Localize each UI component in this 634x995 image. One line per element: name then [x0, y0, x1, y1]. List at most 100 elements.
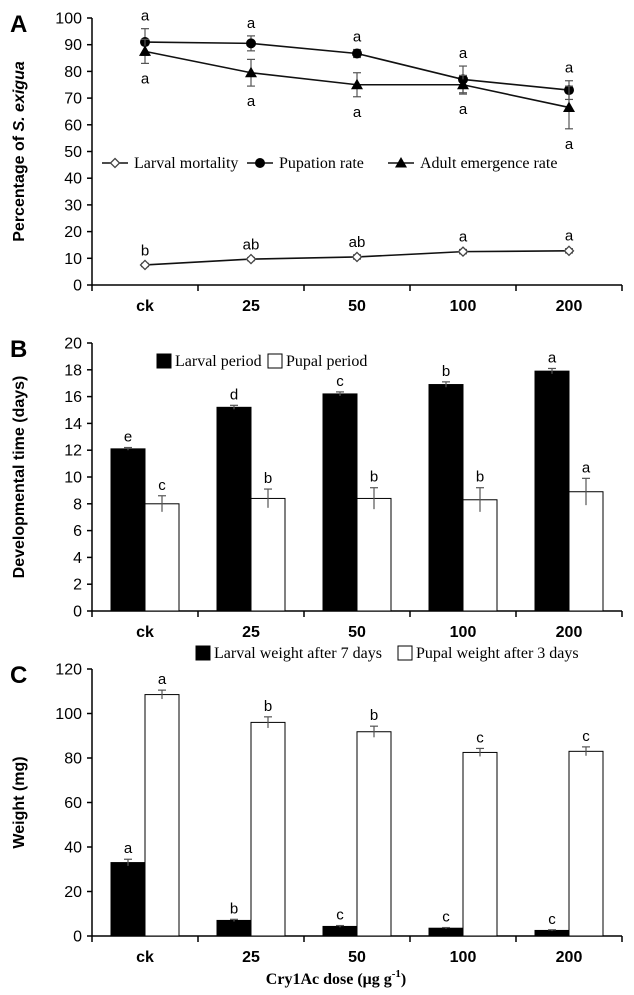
bar	[568, 750, 604, 937]
significance-letter: a	[158, 671, 167, 688]
y-tick-label: 70	[64, 91, 82, 108]
x-tick-label: 200	[556, 298, 583, 315]
y-tick-label: 100	[55, 706, 82, 723]
data-point	[563, 245, 575, 257]
y-tick-label: 2	[73, 577, 82, 594]
y-tick-label: 80	[64, 751, 82, 768]
y-tick-label: 80	[64, 64, 82, 81]
series-pupal-weight-after-3-days: a b b c c	[144, 671, 604, 937]
significance-letter: c	[158, 477, 166, 494]
y-tick-label: 18	[64, 362, 82, 379]
data-point	[246, 38, 256, 49]
bar	[568, 491, 604, 612]
panel-label: C	[10, 662, 27, 689]
data-point	[351, 251, 363, 263]
y-axis-label: Developmental time (days)	[11, 376, 28, 579]
significance-letter: c	[442, 909, 450, 926]
bar	[250, 497, 286, 612]
data-point	[139, 45, 151, 56]
x-tick-label: 25	[242, 298, 260, 315]
y-tick-label: 50	[64, 144, 82, 161]
panel-label: A	[10, 11, 27, 38]
bar	[144, 503, 180, 612]
bar	[428, 384, 464, 612]
bar	[322, 925, 358, 937]
significance-letter: c	[582, 728, 590, 745]
data-point	[457, 78, 469, 90]
data-point	[255, 158, 265, 168]
data-point	[395, 157, 407, 168]
significance-letter: a	[247, 93, 256, 110]
significance-letter: b	[230, 900, 238, 917]
bar	[428, 927, 464, 937]
legend-swatch	[156, 353, 172, 369]
significance-letter: b	[476, 469, 484, 486]
y-tick-label: 0	[73, 604, 82, 621]
y-tick-label: 12	[64, 443, 82, 460]
bar	[462, 499, 498, 612]
significance-letter: b	[370, 469, 378, 486]
significance-letter: a	[141, 8, 150, 25]
significance-letter: a	[141, 70, 150, 87]
legend-label: Pupal period	[286, 353, 367, 370]
significance-letter: a	[124, 840, 133, 857]
significance-letter: a	[565, 136, 574, 153]
bar	[356, 731, 392, 937]
y-tick-label: 120	[55, 662, 82, 679]
x-axis-label: Cry1Ac dose (μg g-1)	[266, 968, 406, 988]
y-axis-label: Percentage of S. exigua	[11, 61, 28, 242]
significance-letter: b	[264, 698, 272, 715]
significance-letter: c	[548, 911, 556, 928]
x-tick-label: ck	[136, 298, 154, 315]
bar	[110, 862, 146, 937]
series-adult-emergence-rate: a a a a a	[139, 38, 575, 153]
series-larval-mortality: b ab ab a a	[139, 228, 575, 271]
x-tick-label: 200	[556, 624, 583, 641]
significance-letter: a	[459, 101, 468, 118]
y-tick-label: 20	[64, 336, 82, 353]
data-point	[563, 101, 575, 112]
x-tick-label: ck	[136, 624, 154, 641]
significance-letter: c	[336, 373, 344, 390]
bar	[462, 751, 498, 937]
y-tick-label: 8	[73, 496, 82, 513]
x-tick-label: 100	[450, 624, 477, 641]
bar	[534, 929, 570, 937]
y-tick-label: 90	[64, 37, 82, 54]
legend-label: Pupation rate	[279, 155, 364, 172]
y-tick-label: 40	[64, 171, 82, 188]
y-tick-label: 60	[64, 117, 82, 134]
legend-label: Adult emergence rate	[420, 155, 557, 172]
x-tick-label: 200	[556, 949, 583, 966]
legend-label: Larval period	[175, 353, 262, 370]
data-point	[352, 48, 362, 59]
y-tick-label: 16	[64, 389, 82, 406]
significance-letter: a	[565, 60, 574, 77]
legend-swatch	[397, 645, 413, 661]
bar	[110, 448, 146, 612]
significance-letter: a	[247, 15, 256, 32]
series-larval-period: e d c b a	[110, 349, 570, 612]
significance-letter: c	[476, 729, 484, 746]
legend-label: Larval mortality	[134, 155, 238, 172]
chart-panel-c: C 0 20 40 60 80 100 120 ck 25 50 100 200 Weight (mg) a…	[10, 645, 623, 966]
significance-letter: a	[582, 459, 591, 476]
y-axis-label: Weight (mg)	[11, 756, 28, 848]
legend-swatch	[195, 645, 211, 661]
y-tick-label: 20	[64, 224, 82, 241]
bar	[322, 393, 358, 612]
significance-letter: a	[459, 45, 468, 62]
chart-panel-b: B 0 2 4 6 8 10 12 14 16 18 20 ck 25 50 100 200 Developmen…	[10, 336, 623, 641]
x-tick-label: ck	[136, 949, 154, 966]
legend-label: Larval weight after 7 days	[214, 645, 382, 662]
significance-letter: c	[336, 907, 344, 924]
chart-panel-a: A 0 10 20 30 40 50 60 70 80 90 100 ck 25 50 100 200 Perce…	[10, 8, 623, 315]
y-tick-label: 14	[64, 416, 82, 433]
panel-label: B	[10, 336, 27, 363]
bar	[144, 694, 180, 937]
legend-label: Pupal weight after 3 days	[416, 645, 579, 662]
data-point	[245, 66, 257, 78]
significance-letter: b	[442, 363, 450, 380]
y-tick-label: 10	[64, 251, 82, 268]
